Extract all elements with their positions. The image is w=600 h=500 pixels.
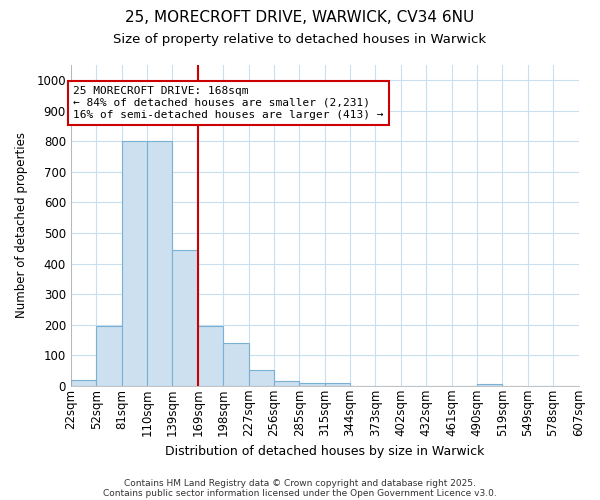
Bar [198,326,223,386]
X-axis label: Distribution of detached houses by size in Warwick: Distribution of detached houses by size … [165,444,484,458]
Bar [299,382,325,386]
Text: 25 MORECROFT DRIVE: 168sqm
← 84% of detached houses are smaller (2,231)
16% of s: 25 MORECROFT DRIVE: 168sqm ← 84% of deta… [73,86,384,120]
Bar [325,382,350,386]
Text: 25, MORECROFT DRIVE, WARWICK, CV34 6NU: 25, MORECROFT DRIVE, WARWICK, CV34 6NU [125,10,475,25]
Bar [274,381,299,386]
Bar [147,142,172,386]
Y-axis label: Number of detached properties: Number of detached properties [15,132,28,318]
Text: Contains HM Land Registry data © Crown copyright and database right 2025.: Contains HM Land Registry data © Crown c… [124,478,476,488]
Text: Contains public sector information licensed under the Open Government Licence v3: Contains public sector information licen… [103,488,497,498]
Bar [477,384,502,386]
Bar [96,326,122,386]
Bar [223,343,248,386]
Bar [71,380,96,386]
Bar [248,370,274,386]
Bar [172,250,198,386]
Text: Size of property relative to detached houses in Warwick: Size of property relative to detached ho… [113,32,487,46]
Bar [122,142,147,386]
